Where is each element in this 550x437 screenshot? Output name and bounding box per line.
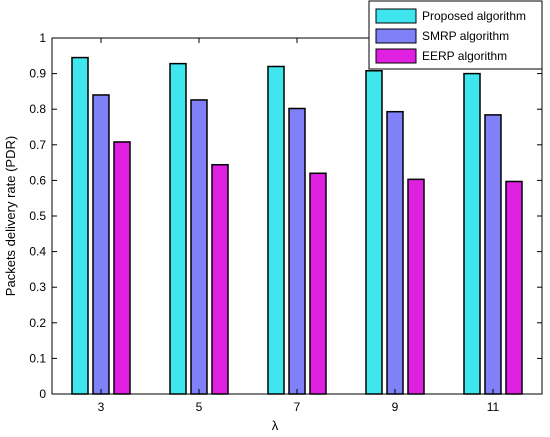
y-axis-label: Packets delivery rate (PDR) [3, 136, 18, 296]
legend-label-eerp: EERP algorithm [422, 49, 507, 63]
bar-smrp-7 [288, 107, 306, 395]
y-tick-label: 0.3 [29, 280, 46, 294]
bar-eerp-3 [113, 141, 131, 395]
bar-eerp-5 [211, 163, 229, 395]
y-tick-label: 1 [39, 31, 46, 45]
y-tick-label: 0.2 [29, 316, 46, 330]
legend-swatch-smrp [375, 28, 417, 44]
bar-smrp-9 [386, 110, 404, 395]
legend-swatch-proposed [375, 8, 417, 24]
bar-proposed-9 [365, 70, 383, 395]
bar-proposed-7 [267, 65, 285, 395]
y-tick-label: 0.5 [29, 209, 46, 223]
bar-proposed-11 [463, 72, 481, 395]
x-tick-label: 7 [294, 400, 301, 414]
plot-area: 0 0.1 0.2 0.3 0.4 0.5 0.6 0.7 0.8 0.9 1 3 5 7 9 11 [29, 31, 543, 414]
bar-smrp-3 [92, 94, 110, 395]
y-tick-label: 0 [39, 387, 46, 401]
y-axis-ticks: 0 0.1 0.2 0.3 0.4 0.5 0.6 0.7 0.8 0.9 1 [29, 31, 542, 401]
x-axis-label: λ [272, 418, 279, 433]
y-tick-label: 0.4 [29, 245, 46, 259]
legend-label-smrp: SMRP algorithm [422, 29, 509, 43]
bar-eerp-9 [407, 178, 425, 395]
bar-smrp-5 [190, 99, 208, 395]
y-tick-label: 0.1 [29, 351, 46, 365]
bar-proposed-5 [169, 62, 187, 395]
bar-smrp-11 [484, 114, 502, 395]
bar-proposed-3 [71, 56, 89, 395]
legend: Proposed algorithm SMRP algorithm EERP a… [368, 0, 543, 70]
bars [71, 56, 523, 395]
y-tick-label: 0.6 [29, 173, 46, 187]
legend-label-proposed: Proposed algorithm [422, 9, 526, 23]
legend-swatch-eerp [375, 48, 417, 64]
x-tick-label: 9 [392, 400, 399, 414]
bar-eerp-11 [505, 180, 523, 395]
x-tick-label: 11 [487, 400, 500, 414]
x-axis-ticks: 3 5 7 9 11 [98, 38, 500, 414]
x-tick-label: 3 [98, 400, 105, 414]
y-tick-label: 0.8 [29, 102, 46, 116]
x-tick-label: 5 [196, 400, 203, 414]
y-tick-label: 0.7 [29, 138, 46, 152]
y-tick-label: 0.9 [29, 67, 46, 81]
bar-eerp-7 [309, 172, 327, 395]
